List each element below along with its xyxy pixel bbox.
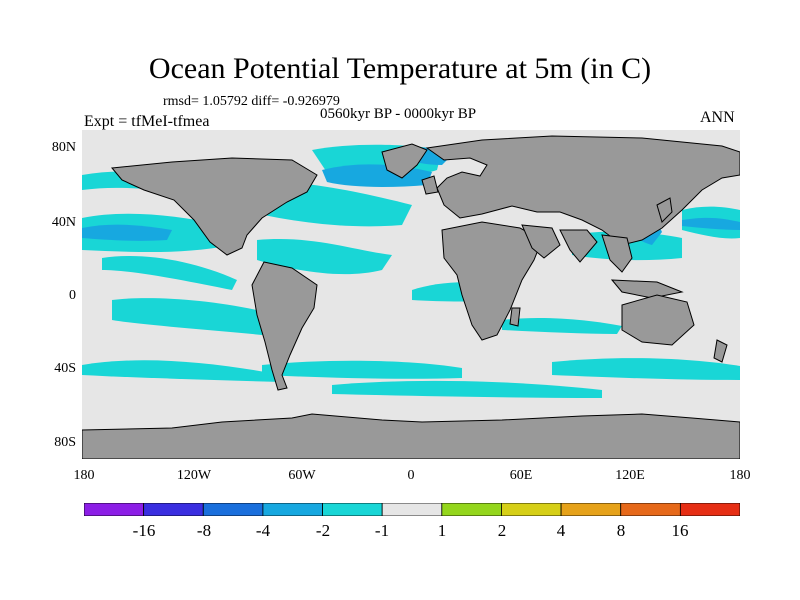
colorbar-label: 1 xyxy=(437,521,447,540)
north-america xyxy=(111,157,318,256)
period-label: 0560kyr BP - 0000kyr BP xyxy=(320,106,477,122)
lat-tick: 0 xyxy=(69,288,76,303)
colorbar-segment xyxy=(381,503,443,516)
colorbar-segment xyxy=(143,503,204,516)
colorbar-label: 8 xyxy=(616,521,626,540)
arabia xyxy=(521,224,561,259)
stats-text: rmsd= 1.05792 diff= -0.926979 xyxy=(163,94,340,109)
colorbar-segment xyxy=(620,503,681,516)
lat-tick: 80N xyxy=(51,140,76,155)
colorbar xyxy=(84,503,740,516)
indonesia xyxy=(610,279,684,299)
greenland xyxy=(381,143,428,179)
colorbar-segment xyxy=(84,503,145,516)
antarctica xyxy=(82,413,740,459)
lon-tick: 0 xyxy=(407,468,415,483)
colorbar-label: 4 xyxy=(556,521,566,540)
colorbar-label: 2 xyxy=(497,521,507,540)
colorbar-segment xyxy=(202,503,264,516)
south-america xyxy=(251,261,318,391)
lon-tick: 60E xyxy=(509,468,533,483)
lat-tick: 40S xyxy=(54,361,76,376)
lon-tick: 60W xyxy=(288,468,316,483)
new-zealand xyxy=(713,339,728,363)
world-map xyxy=(82,130,740,459)
lon-tick: 180 xyxy=(73,468,95,483)
southeast-asia xyxy=(601,234,633,273)
australia xyxy=(621,294,695,346)
lon-tick: 120W xyxy=(176,468,212,483)
lat-tick: 40N xyxy=(51,215,76,230)
uk-ireland xyxy=(421,175,439,195)
madagascar xyxy=(509,307,521,327)
land-masses xyxy=(82,135,740,459)
colorbar-segment xyxy=(679,503,740,516)
colorbar-segment xyxy=(322,503,383,516)
lon-tick: 180 xyxy=(729,468,751,483)
colorbar-segment xyxy=(441,503,502,516)
japan xyxy=(656,197,673,223)
colorbar-segment xyxy=(560,503,622,516)
colorbar-label: -4 xyxy=(255,521,271,540)
lon-tick: 120E xyxy=(615,468,645,483)
season-label: ANN xyxy=(700,109,735,126)
india xyxy=(559,229,598,263)
colorbar-label: -8 xyxy=(196,521,212,540)
experiment-label: Expt = tfMeI-tfmea xyxy=(84,113,210,130)
colorbar-segment xyxy=(501,503,562,516)
colorbar-label: -2 xyxy=(315,521,331,540)
colorbar-label: 16 xyxy=(671,521,689,540)
map-title: Ocean Potential Temperature at 5m (in C) xyxy=(148,52,652,85)
colorbar-label: -1 xyxy=(374,521,390,540)
lat-tick: 80S xyxy=(54,435,76,450)
colorbar-label: -16 xyxy=(132,521,156,540)
colorbar-segment xyxy=(262,503,323,516)
